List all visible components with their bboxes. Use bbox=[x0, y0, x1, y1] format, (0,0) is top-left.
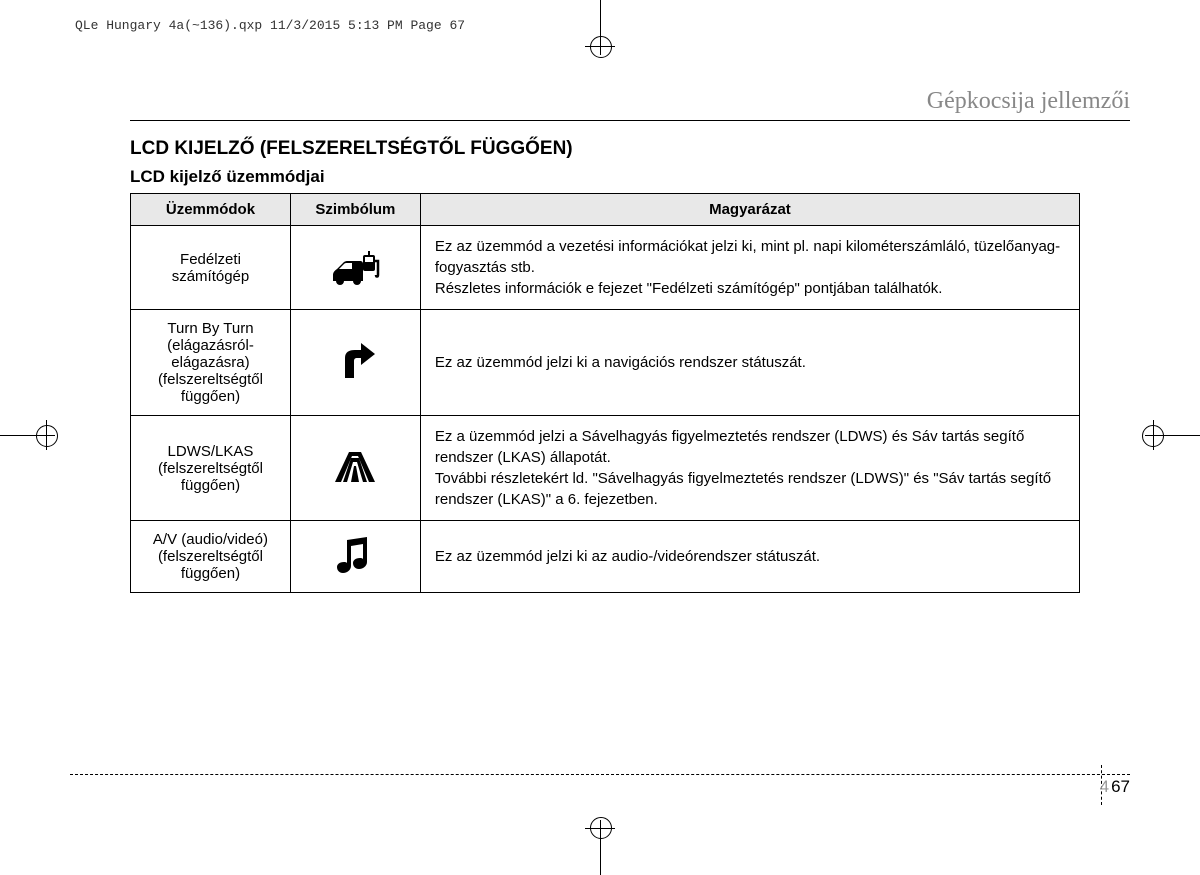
footer-dashed-line bbox=[70, 774, 1130, 775]
symbol-cell bbox=[290, 226, 420, 310]
mode-cell: LDWS/LKAS (felszereltségtől függően) bbox=[131, 416, 291, 521]
mode-cell: A/V (audio/videó) (felszereltségtől függ… bbox=[131, 521, 291, 593]
page-num: 67 bbox=[1111, 777, 1130, 796]
chapter-number: 4 bbox=[1100, 777, 1109, 796]
crop-mark-right bbox=[1145, 420, 1200, 450]
table-header-symbol: Szimbólum bbox=[290, 194, 420, 226]
page-number: 467 bbox=[1100, 777, 1130, 797]
music-note-icon bbox=[325, 532, 385, 577]
mode-cell: Fedélzeti számítógép bbox=[131, 226, 291, 310]
symbol-cell bbox=[290, 521, 420, 593]
fuel-car-icon bbox=[325, 243, 385, 288]
crop-mark-top bbox=[585, 0, 615, 55]
turn-arrow-icon bbox=[325, 338, 385, 383]
sub-title: LCD kijelző üzemmódjai bbox=[130, 167, 325, 187]
crop-mark-bottom bbox=[585, 820, 615, 875]
description-cell: Ez az üzemmód jelzi ki az audio-/videóre… bbox=[420, 521, 1079, 593]
description-cell: Ez az üzemmód jelzi ki a navigációs rend… bbox=[420, 310, 1079, 416]
mode-cell: Turn By Turn (elágazásról-elágazásra) (f… bbox=[131, 310, 291, 416]
table-row: A/V (audio/videó) (felszereltségtől függ… bbox=[131, 521, 1080, 593]
table-header-description: Magyarázat bbox=[420, 194, 1079, 226]
description-cell: Ez az üzemmód a vezetési információkat j… bbox=[420, 226, 1079, 310]
lcd-modes-table: Üzemmódok Szimbólum Magyarázat Fedélzeti… bbox=[130, 193, 1080, 593]
symbol-cell bbox=[290, 310, 420, 416]
table-row: Turn By Turn (elágazásról-elágazásra) (f… bbox=[131, 310, 1080, 416]
header-underline bbox=[130, 120, 1130, 121]
table-header-mode: Üzemmódok bbox=[131, 194, 291, 226]
lane-icon bbox=[325, 444, 385, 489]
section-header: Gépkocsija jellemzői bbox=[927, 88, 1130, 115]
table-row: LDWS/LKAS (felszereltségtől függően) Ez … bbox=[131, 416, 1080, 521]
description-cell: Ez a üzemmód jelzi a Sávelhagyás figyelm… bbox=[420, 416, 1079, 521]
main-title: LCD KIJELZŐ (FELSZERELTSÉGTŐL FÜGGŐEN) bbox=[130, 138, 573, 160]
file-info-header: QLe Hungary 4a(~136).qxp 11/3/2015 5:13 … bbox=[75, 18, 465, 33]
symbol-cell bbox=[290, 416, 420, 521]
table-row: Fedélzeti számítógép Ez az üzemmód a vez… bbox=[131, 226, 1080, 310]
crop-mark-left bbox=[0, 420, 55, 450]
